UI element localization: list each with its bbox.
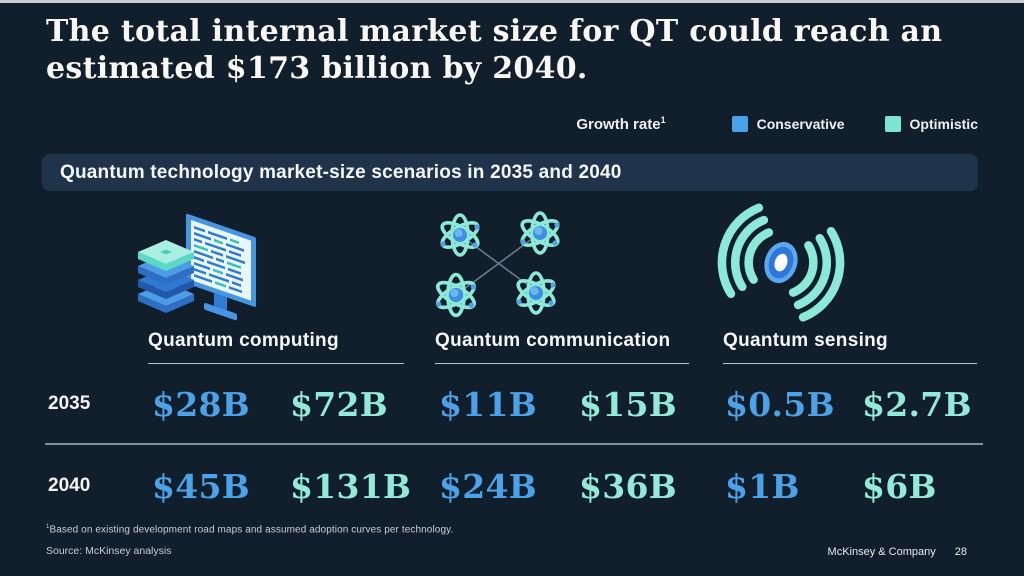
legend-item-optimistic: Optimistic xyxy=(884,116,978,132)
column-headers: Quantum computing Quantum communication … xyxy=(42,330,985,364)
quantum-communication-icon xyxy=(418,207,588,323)
column-header-quantum-communication: Quantum communication xyxy=(435,330,689,364)
banner-text: Quantum technology market-size scenarios… xyxy=(60,161,622,183)
legend-item-label: Conservative xyxy=(756,116,845,132)
legend-item-conservative: Conservative xyxy=(731,116,845,132)
chart-title-banner: Quantum technology market-size scenarios… xyxy=(42,154,978,191)
source-line: Source: McKinsey analysis xyxy=(46,545,172,557)
value-communication-optimistic-2035: $15B xyxy=(579,384,677,424)
footnote: 1Based on existing development road maps… xyxy=(46,524,454,536)
growth-rate-legend: Growth rate1 Conservative Optimistic xyxy=(576,112,978,136)
value-communication-conservative-2040: $24B xyxy=(439,466,537,506)
value-computing-optimistic-2035: $72B xyxy=(290,384,388,424)
row-divider xyxy=(45,443,983,445)
value-computing-conservative-2040: $45B xyxy=(152,466,250,506)
table-row-2040: 2040 $45B $131B $24B $36B $1B $6B xyxy=(42,446,985,526)
quantum-sensing-icon xyxy=(692,194,870,332)
value-computing-conservative-2035: $28B xyxy=(152,384,250,424)
value-sensing-conservative-2035: $0.5B xyxy=(725,384,835,424)
legend-superscript: 1 xyxy=(660,115,666,125)
row-year-label: 2035 xyxy=(48,393,91,414)
slide-title: The total internal market size for QT co… xyxy=(46,13,986,87)
market-size-table: Quantum computing Quantum communication … xyxy=(42,330,985,526)
page-number: 28 xyxy=(954,546,967,558)
title-line-1: The total internal market size for QT co… xyxy=(46,14,943,49)
column-header-quantum-sensing: Quantum sensing xyxy=(723,330,977,364)
top-border-strip xyxy=(0,0,1024,3)
title-line-2: estimated $173 billion by 2040. xyxy=(46,51,588,86)
value-sensing-optimistic-2040: $6B xyxy=(862,466,937,506)
value-communication-optimistic-2040: $36B xyxy=(579,466,677,506)
optimistic-swatch-icon xyxy=(884,116,901,132)
server-stack xyxy=(138,240,194,313)
value-sensing-conservative-2040: $1B xyxy=(725,466,800,506)
footnote-superscript: 1 xyxy=(46,524,50,530)
row-year-label: 2040 xyxy=(48,475,91,496)
legend-item-label: Optimistic xyxy=(909,116,978,132)
value-computing-optimistic-2040: $131B xyxy=(290,466,412,506)
table-row-2035: 2035 $28B $72B $11B $15B $0.5B $2.7B xyxy=(42,365,985,443)
value-communication-conservative-2035: $11B xyxy=(439,384,537,424)
legend-title: Growth rate1 xyxy=(576,115,666,133)
quantum-computing-icon xyxy=(130,200,305,328)
slide-footer: McKinsey & Company 28 xyxy=(828,546,967,558)
conservative-swatch-icon xyxy=(731,116,748,132)
company-name: McKinsey & Company xyxy=(827,546,936,558)
column-header-quantum-computing: Quantum computing xyxy=(148,330,404,364)
value-sensing-optimistic-2035: $2.7B xyxy=(862,384,972,424)
